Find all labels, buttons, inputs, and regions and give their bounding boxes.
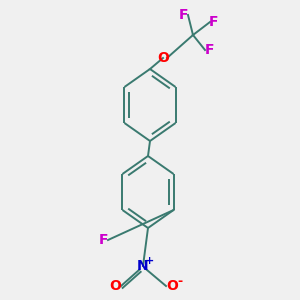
Text: F: F bbox=[208, 15, 218, 29]
Text: O: O bbox=[157, 51, 169, 65]
Text: O: O bbox=[109, 279, 121, 293]
Text: F: F bbox=[178, 8, 188, 22]
Text: F: F bbox=[98, 233, 108, 247]
Text: -: - bbox=[177, 275, 183, 289]
Text: N: N bbox=[137, 259, 149, 273]
Text: F: F bbox=[205, 43, 215, 57]
Text: +: + bbox=[146, 256, 154, 266]
Text: O: O bbox=[166, 279, 178, 293]
